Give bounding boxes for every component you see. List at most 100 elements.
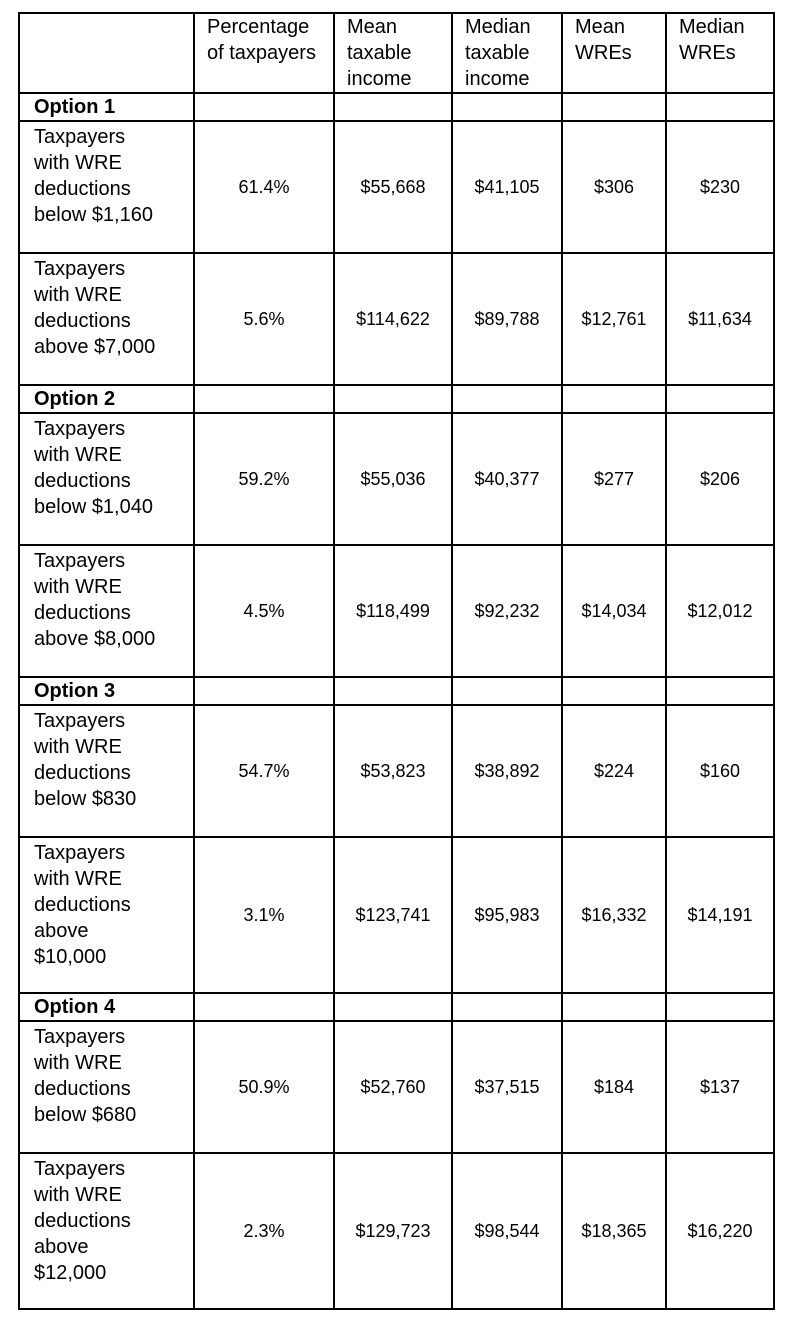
row-label: Taxpayers with WRE deductions below $1,1…	[34, 126, 153, 226]
value-cell: $37,515	[451, 1020, 563, 1154]
data-row: Taxpayers with WRE deductions below $1,1…	[18, 120, 775, 254]
value-cell: $52,760	[333, 1020, 453, 1154]
data-row: Taxpayers with WRE deductions below $1,0…	[18, 412, 775, 546]
option-label: Option 2	[18, 384, 195, 414]
value-cell: 59.2%	[193, 412, 335, 546]
value-cell: $95,983	[451, 836, 563, 994]
value-cell: $11,634	[665, 252, 775, 386]
option-label: Option 3	[18, 676, 195, 706]
empty-cell	[665, 676, 775, 706]
row-label: Taxpayers with WRE deductions above $8,0…	[34, 550, 156, 650]
row-label-cell: Taxpayers with WRE deductions below $680	[18, 1020, 195, 1154]
value-cell: $12,761	[561, 252, 667, 386]
row-label-cell: Taxpayers with WRE deductions below $830	[18, 704, 195, 838]
value-cell: $98,544	[451, 1152, 563, 1310]
value-cell: $53,823	[333, 704, 453, 838]
value-cell: $224	[561, 704, 667, 838]
header-row: Percentage of taxpayers Mean taxable inco…	[18, 12, 775, 94]
value-cell: $114,622	[333, 252, 453, 386]
value-cell: 54.7%	[193, 704, 335, 838]
data-row: Taxpayers with WRE deductions above $12,…	[18, 1152, 775, 1310]
column-header: Percentage of taxpayers	[193, 12, 335, 94]
value-cell: 50.9%	[193, 1020, 335, 1154]
option-label: Option 1	[18, 92, 195, 122]
value-cell: $89,788	[451, 252, 563, 386]
option-row: Option 3	[18, 676, 775, 706]
value-cell: $137	[665, 1020, 775, 1154]
row-label-cell: Taxpayers with WRE deductions above $7,0…	[18, 252, 195, 386]
value-cell: $92,232	[451, 544, 563, 678]
corner-cell	[18, 12, 195, 94]
data-row: Taxpayers with WRE deductions below $830…	[18, 704, 775, 838]
data-row: Taxpayers with WRE deductions above $10,…	[18, 836, 775, 994]
row-label-cell: Taxpayers with WRE deductions above $10,…	[18, 836, 195, 994]
column-header: Mean WREs	[561, 12, 667, 94]
value-cell: $206	[665, 412, 775, 546]
empty-cell	[665, 92, 775, 122]
option-row: Option 1	[18, 92, 775, 122]
empty-cell	[333, 92, 453, 122]
value-cell: $40,377	[451, 412, 563, 546]
row-label-cell: Taxpayers with WRE deductions above $12,…	[18, 1152, 195, 1310]
column-header: Median taxable income	[451, 12, 563, 94]
empty-cell	[665, 384, 775, 414]
value-cell: $55,036	[333, 412, 453, 546]
option-row: Option 2	[18, 384, 775, 414]
empty-cell	[561, 384, 667, 414]
value-cell: $16,332	[561, 836, 667, 994]
table-body: Percentage of taxpayers Mean taxable inco…	[18, 12, 775, 1310]
row-label-cell: Taxpayers with WRE deductions below $1,1…	[18, 120, 195, 254]
value-cell: $12,012	[665, 544, 775, 678]
empty-cell	[561, 676, 667, 706]
value-cell: 3.1%	[193, 836, 335, 994]
column-header: Median WREs	[665, 12, 775, 94]
row-label-cell: Taxpayers with WRE deductions below $1,0…	[18, 412, 195, 546]
empty-cell	[333, 384, 453, 414]
value-cell: 4.5%	[193, 544, 335, 678]
value-cell: $184	[561, 1020, 667, 1154]
value-cell: $123,741	[333, 836, 453, 994]
column-header: Mean taxable income	[333, 12, 453, 94]
value-cell: $14,191	[665, 836, 775, 994]
value-cell: 5.6%	[193, 252, 335, 386]
empty-cell	[333, 676, 453, 706]
empty-cell	[665, 992, 775, 1022]
row-label: Taxpayers with WRE deductions above $12,…	[34, 1158, 131, 1284]
empty-cell	[193, 384, 335, 414]
value-cell: $306	[561, 120, 667, 254]
empty-cell	[193, 676, 335, 706]
data-row: Taxpayers with WRE deductions below $680…	[18, 1020, 775, 1154]
value-cell: $129,723	[333, 1152, 453, 1310]
value-cell: $160	[665, 704, 775, 838]
empty-cell	[451, 384, 563, 414]
option-label: Option 4	[18, 992, 195, 1022]
data-row: Taxpayers with WRE deductions above $8,0…	[18, 544, 775, 678]
option-row: Option 4	[18, 992, 775, 1022]
value-cell: $14,034	[561, 544, 667, 678]
value-cell: $55,668	[333, 120, 453, 254]
empty-cell	[193, 92, 335, 122]
row-label: Taxpayers with WRE deductions above $10,…	[34, 842, 131, 968]
empty-cell	[451, 992, 563, 1022]
row-label-cell: Taxpayers with WRE deductions above $8,0…	[18, 544, 195, 678]
data-table: Percentage of taxpayers Mean taxable inco…	[18, 12, 775, 1310]
data-row: Taxpayers with WRE deductions above $7,0…	[18, 252, 775, 386]
value-cell: $41,105	[451, 120, 563, 254]
value-cell: $118,499	[333, 544, 453, 678]
row-label: Taxpayers with WRE deductions below $1,0…	[34, 418, 153, 518]
value-cell: $16,220	[665, 1152, 775, 1310]
empty-cell	[333, 992, 453, 1022]
empty-cell	[451, 92, 563, 122]
value-cell: 61.4%	[193, 120, 335, 254]
value-cell: $38,892	[451, 704, 563, 838]
value-cell: $230	[665, 120, 775, 254]
row-label: Taxpayers with WRE deductions below $680	[34, 1026, 137, 1126]
value-cell: 2.3%	[193, 1152, 335, 1310]
row-label: Taxpayers with WRE deductions below $830	[34, 710, 137, 810]
value-cell: $277	[561, 412, 667, 546]
empty-cell	[193, 992, 335, 1022]
row-label: Taxpayers with WRE deductions above $7,0…	[34, 258, 156, 358]
empty-cell	[561, 992, 667, 1022]
value-cell: $18,365	[561, 1152, 667, 1310]
